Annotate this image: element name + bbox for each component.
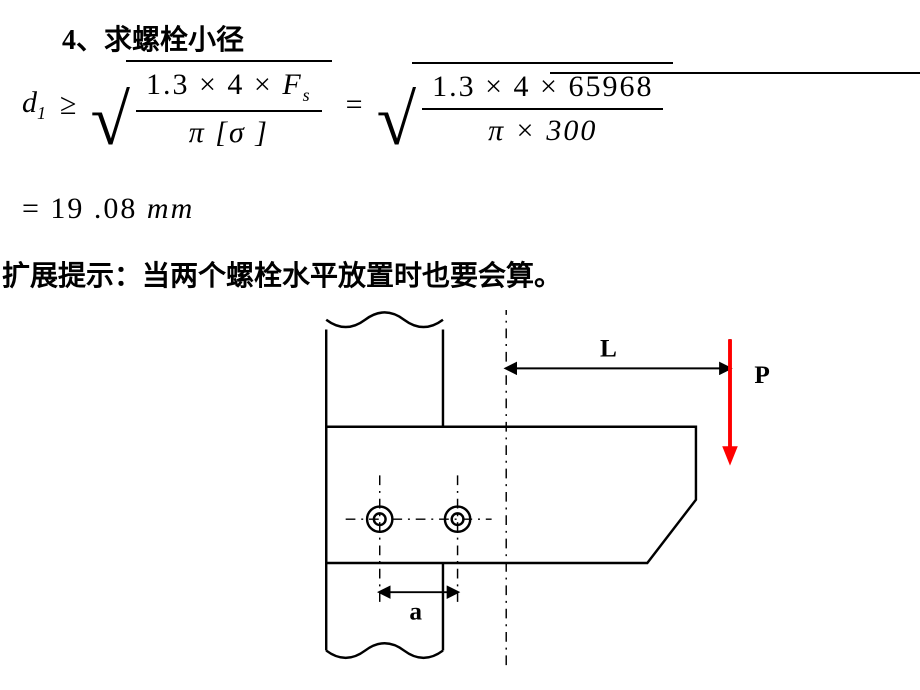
dimension-L bbox=[506, 339, 730, 378]
den1-sigma: [σ ] bbox=[215, 116, 269, 149]
num1-p0: 1.3 bbox=[146, 68, 190, 101]
num1-p2: 4 bbox=[227, 68, 244, 101]
centerlines bbox=[346, 310, 507, 670]
section-heading: 4、求螺栓小径 bbox=[62, 18, 244, 58]
label-a: a bbox=[409, 597, 422, 625]
top-rule-line bbox=[550, 72, 920, 74]
num1-p1: × bbox=[199, 68, 218, 101]
var-d1: d1 bbox=[22, 86, 46, 124]
bracket-diagram: L a P bbox=[280, 310, 820, 670]
label-P: P bbox=[754, 361, 769, 389]
hint-text: 扩展提示：当两个螺栓水平放置时也要会算。 bbox=[2, 254, 562, 294]
num1-Fs: s bbox=[303, 85, 312, 105]
bracket-outline bbox=[326, 427, 696, 563]
num1-F: F bbox=[282, 68, 302, 101]
num1-p3: × bbox=[254, 68, 273, 101]
force-arrow bbox=[722, 339, 738, 465]
label-L: L bbox=[600, 335, 617, 363]
eq-sign: = bbox=[346, 88, 363, 122]
sqrt-expr-2: √ 1.3 × 4 × 65968 π × 300 bbox=[377, 62, 674, 148]
geq-sign: ≥ bbox=[60, 88, 76, 122]
den2: π × 300 bbox=[488, 114, 597, 147]
result-value: = 19 .08 bbox=[22, 192, 147, 225]
num2: 1.3 × 4 × 65968 bbox=[422, 70, 663, 110]
sqrt-expr-1: √ 1.3 × 4 × Fs π [σ ] bbox=[90, 60, 331, 150]
wall-bar bbox=[326, 312, 443, 657]
result-unit: mm bbox=[147, 192, 194, 225]
den1-pi: π bbox=[189, 116, 206, 149]
result-line: = 19 .08 mm bbox=[22, 192, 194, 226]
